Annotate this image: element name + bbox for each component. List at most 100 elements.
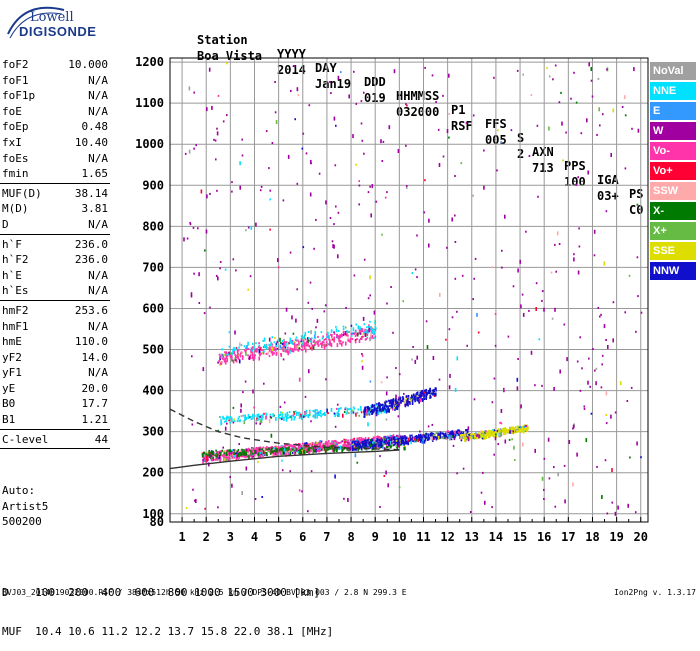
- trace-point: [555, 270, 557, 273]
- trace-point: [343, 444, 346, 447]
- trace-point: [371, 405, 373, 408]
- trace-point: [357, 325, 360, 330]
- trace-point: [366, 333, 369, 336]
- trace-point: [192, 226, 195, 229]
- trace-point: [298, 347, 301, 350]
- trace-point: [487, 431, 489, 434]
- trace-point: [399, 437, 402, 442]
- trace-point: [183, 237, 185, 242]
- trace-point: [334, 164, 337, 167]
- trace-point: [403, 392, 405, 395]
- trace-point: [314, 336, 317, 339]
- trace-point: [320, 448, 323, 451]
- param-name: D: [2, 217, 9, 231]
- trace-point: [491, 430, 493, 433]
- trace-point: [393, 436, 395, 439]
- trace-point: [448, 328, 451, 331]
- trace-point: [310, 330, 312, 335]
- trace-point: [431, 391, 433, 394]
- trace-point: [314, 341, 316, 346]
- trace-point: [378, 441, 380, 444]
- trace-point: [265, 413, 268, 418]
- trace-point: [195, 499, 197, 503]
- trace-cluster: [218, 326, 377, 366]
- trace-point: [330, 92, 332, 95]
- trace-point: [359, 441, 362, 444]
- trace-point: [298, 343, 300, 346]
- trace-point: [297, 94, 300, 97]
- trace-point: [466, 436, 469, 439]
- y-tick-label: 100: [142, 507, 164, 521]
- trace-point: [289, 451, 292, 456]
- legend-entry: SSW: [650, 182, 696, 200]
- trace-point: [416, 276, 418, 279]
- hdr-yyyy-value: 2014: [277, 63, 306, 77]
- trace-point: [381, 160, 384, 162]
- param-row: hmE 110.0: [0, 334, 110, 350]
- trace-point: [346, 411, 348, 414]
- trace-point: [223, 452, 226, 455]
- trace-point: [332, 440, 335, 443]
- trace-point: [520, 404, 522, 409]
- trace-point: [636, 256, 639, 259]
- trace-point: [261, 448, 263, 451]
- trace-point: [304, 415, 306, 418]
- legend-entry: NoVal: [650, 62, 696, 80]
- trace-point: [231, 449, 234, 452]
- trace-point: [415, 438, 418, 441]
- trace-point: [257, 452, 260, 457]
- trace-point: [255, 450, 257, 455]
- trace-point: [313, 339, 315, 342]
- trace-point: [294, 410, 297, 413]
- trace-point: [206, 457, 208, 462]
- trace-point: [286, 446, 288, 449]
- trace-point: [383, 407, 386, 410]
- trace-point: [405, 440, 407, 445]
- trace-point: [270, 348, 273, 353]
- trace-point: [300, 337, 303, 342]
- param-name: yE: [2, 381, 16, 395]
- trace-point: [324, 442, 327, 447]
- trace-point: [598, 107, 600, 112]
- trace-point: [445, 338, 447, 341]
- trace-point: [335, 443, 338, 446]
- trace-point: [308, 447, 310, 451]
- trace-point: [605, 422, 608, 425]
- trace-point: [250, 455, 252, 458]
- trace-point: [371, 184, 374, 189]
- trace-point: [426, 345, 429, 350]
- trace-point: [209, 454, 211, 459]
- trace-point: [385, 409, 388, 414]
- trace-point: [427, 438, 429, 441]
- trace-point: [385, 470, 387, 475]
- trace-point: [235, 456, 238, 461]
- trace-point: [280, 411, 282, 414]
- trace-point: [297, 451, 299, 454]
- trace-point: [265, 415, 267, 420]
- trace-point: [425, 398, 427, 400]
- trace-point: [293, 416, 296, 421]
- trace-point: [303, 336, 305, 339]
- trace-point: [375, 439, 378, 442]
- trace-point: [387, 405, 389, 408]
- trace-point: [455, 430, 458, 433]
- trace-point: [343, 443, 346, 446]
- trace-point: [185, 507, 188, 509]
- trace-point: [430, 432, 433, 435]
- param-row: M(D) 3.81: [0, 201, 110, 217]
- trace-point: [428, 243, 430, 248]
- trace-point: [257, 413, 260, 418]
- trace-point: [423, 389, 426, 392]
- trace-point: [493, 429, 495, 432]
- muf-v-1: 10.6: [68, 625, 95, 638]
- trace-point: [446, 430, 449, 433]
- trace-point: [411, 437, 413, 442]
- trace-point: [439, 431, 442, 434]
- trace-point: [324, 449, 327, 452]
- trace-point: [279, 413, 282, 416]
- trace-point: [405, 403, 408, 406]
- trace-point: [242, 455, 245, 458]
- trace-point: [363, 258, 366, 261]
- trace-point: [313, 247, 315, 250]
- trace-point: [325, 378, 327, 381]
